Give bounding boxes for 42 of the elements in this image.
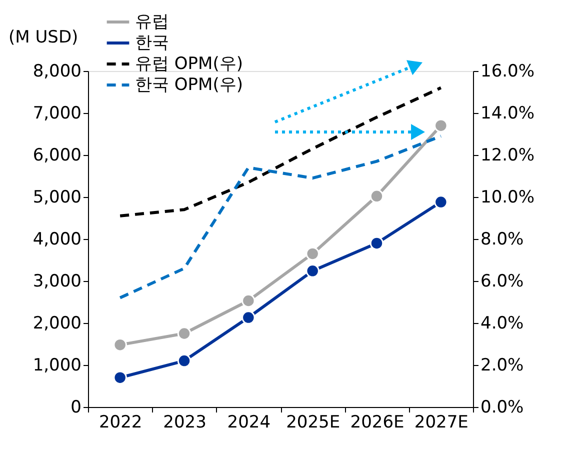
y2-tick-label: 10.0% (480, 188, 535, 208)
y-tick-label: 3,000 (32, 272, 82, 292)
y2-tick-label: 14.0% (480, 104, 535, 124)
point (306, 264, 320, 278)
y-tick-label: 0 (70, 398, 82, 418)
y-tick-label: 2,000 (32, 314, 82, 334)
y-tick-label: 8,000 (32, 62, 82, 82)
point (177, 354, 192, 368)
y2-tick-label: 8.0% (480, 230, 524, 250)
y-tick-label: 6,000 (32, 146, 82, 166)
y-tick-label: 4,000 (32, 230, 82, 250)
point (306, 246, 320, 261)
y2-tick-label: 6.0% (480, 272, 524, 292)
y-tick-label: 5,000 (32, 188, 82, 208)
y-tick-label: 7,000 (32, 104, 82, 124)
point (434, 118, 448, 132)
y2-tick-label: 12.0% (480, 146, 535, 166)
x-tick-label: 2024 (227, 412, 271, 432)
point (242, 310, 256, 324)
y2-tick-label: 0.0% (480, 398, 524, 418)
point (434, 195, 448, 209)
point (370, 236, 384, 250)
y-tick-label: 1,000 (32, 356, 82, 376)
legend-label: 유럽 (135, 12, 169, 32)
legend-label: 유럽 OPM(우) (135, 54, 243, 74)
x-tick-label: 2022 (98, 412, 142, 432)
y-axis-title: (M USD) (8, 28, 78, 48)
point (177, 326, 192, 340)
point (113, 370, 127, 384)
x-tick-label: 2027E (414, 412, 468, 432)
y2-tick-label: 16.0% (480, 62, 535, 82)
y2-tick-label: 4.0% (480, 314, 524, 334)
x-tick-label: 2023 (163, 412, 206, 432)
y2-tick-label: 2.0% (480, 356, 524, 376)
point (242, 294, 256, 308)
line-series (118, 134, 442, 300)
point (113, 338, 127, 352)
legend-label: 한국 OPM(우) (135, 75, 243, 95)
x-tick-label: 2025E (286, 412, 340, 432)
legend-label: 한국 (135, 33, 169, 53)
point (370, 189, 384, 204)
x-tick-label: 2026E (350, 412, 404, 432)
